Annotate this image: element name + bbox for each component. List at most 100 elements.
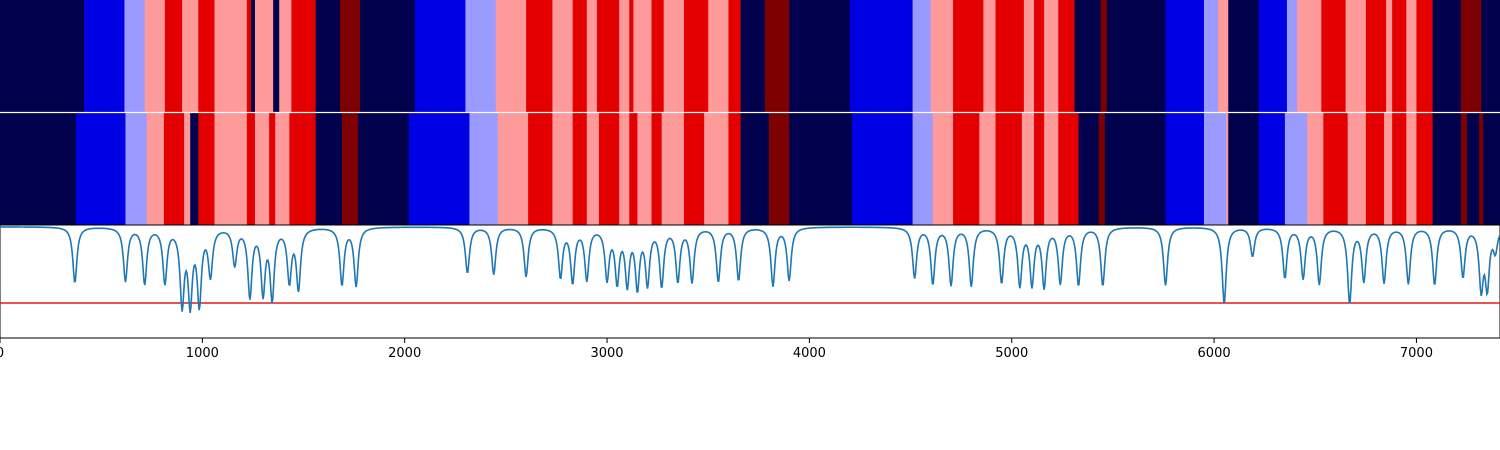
- heatmap-cell: [708, 0, 729, 113]
- heatmap-cell: [1074, 0, 1102, 113]
- heatmap-cell: [683, 112, 705, 225]
- heatmap-cell: [214, 112, 248, 225]
- heatmap-cell: [1432, 0, 1462, 113]
- heatmap-cell: [198, 0, 215, 113]
- heatmap-cell: [1058, 112, 1079, 225]
- heatmap-cell: [1104, 112, 1166, 225]
- heatmap-bottom: [0, 112, 1500, 225]
- heatmap-cell: [1078, 112, 1100, 225]
- heatmap-cell: [629, 112, 638, 225]
- x-axis: 0 1000 2000 3000 4000 5000 6000 7000: [0, 338, 1433, 361]
- heatmap-cell: [184, 112, 191, 225]
- heatmap-cell: [979, 112, 996, 225]
- heatmap-cell: [1460, 112, 1468, 225]
- heatmap-cell: [164, 0, 183, 113]
- heatmap-cell: [661, 112, 685, 225]
- heatmap-cell: [995, 0, 1025, 113]
- heatmap-cell: [995, 112, 1023, 225]
- heatmap-cell: [1406, 112, 1417, 225]
- heatmap-cell: [1307, 112, 1324, 225]
- heatmap-cell: [704, 112, 729, 225]
- heatmap-cell: [572, 112, 588, 225]
- heatmap-cell: [1033, 0, 1045, 113]
- heatmap-cell: [1384, 112, 1393, 225]
- heatmap-cell: [768, 112, 790, 225]
- heatmap-cell: [1297, 0, 1322, 113]
- series-line: [0, 226, 1500, 313]
- heatmap-cell: [1203, 0, 1219, 113]
- heatmap-cell: [315, 112, 343, 225]
- x-tick-label: 7000: [1400, 346, 1433, 361]
- heatmap-cell: [291, 0, 317, 113]
- heatmap-cell: [0, 0, 85, 113]
- heatmap-cell: [740, 112, 770, 225]
- heatmap-cell: [851, 112, 913, 225]
- heatmap-cell: [596, 0, 620, 113]
- heatmap-cell: [637, 112, 652, 225]
- heatmap-cell: [1165, 112, 1205, 225]
- x-tick-label: 6000: [1198, 346, 1231, 361]
- heatmap-cell: [275, 112, 290, 225]
- heatmap-cell: [75, 112, 126, 225]
- heatmap-cell: [497, 112, 529, 225]
- heatmap-cell: [1416, 0, 1434, 113]
- heatmap-cell: [465, 0, 497, 113]
- x-tick-label: 0: [0, 346, 4, 361]
- heatmap-cell: [953, 112, 980, 225]
- heatmap-cell: [190, 112, 199, 225]
- heatmap-cell: [651, 0, 665, 113]
- heatmap-cell: [930, 0, 954, 113]
- heatmap-cell: [1023, 0, 1035, 113]
- heatmap-cell: [1321, 0, 1347, 113]
- heatmap-cell: [469, 112, 499, 225]
- heatmap-cell: [273, 0, 280, 113]
- heatmap-cell: [526, 0, 553, 113]
- heatmap-cell: [1098, 112, 1106, 225]
- heatmap-cell: [1481, 0, 1500, 113]
- heatmap-cell: [269, 112, 276, 225]
- heatmap-cell: [1392, 112, 1407, 225]
- heatmap-cell: [572, 0, 588, 113]
- heatmap-cell: [1365, 112, 1385, 225]
- heatmap-cell: [163, 112, 185, 225]
- heatmap-top: [0, 0, 1500, 113]
- heatmap-cell: [983, 0, 996, 113]
- heatmap-cell: [764, 0, 790, 113]
- heatmap-cell: [246, 0, 252, 113]
- heatmap-cell: [1467, 112, 1480, 225]
- heatmap-cell: [789, 0, 851, 113]
- x-tick-label: 1000: [186, 346, 219, 361]
- heatmap-cell: [1479, 112, 1484, 225]
- heatmap-cell: [1392, 0, 1407, 113]
- line-panel: [0, 224, 1500, 339]
- heatmap-cell: [1416, 112, 1434, 225]
- heatmap-cell: [586, 0, 598, 113]
- heatmap-cell: [495, 0, 527, 113]
- heatmap-cell: [629, 0, 634, 113]
- heatmap-cell: [408, 112, 470, 225]
- heatmap-cell: [279, 0, 292, 113]
- heatmap-cell: [341, 112, 359, 225]
- heatmap-cell: [789, 112, 853, 225]
- heatmap-cell: [912, 0, 932, 113]
- heatmap-cell: [1323, 112, 1349, 225]
- heatmap-cell: [254, 0, 274, 113]
- heatmap-cell: [740, 0, 766, 113]
- heatmap-cell: [358, 112, 410, 225]
- heatmap-cell: [1021, 112, 1035, 225]
- heatmap-cell: [728, 112, 741, 225]
- heatmap-cell: [1106, 0, 1166, 113]
- heatmap-cell: [1406, 0, 1417, 113]
- heatmap-cell: [246, 112, 256, 225]
- heatmap-cell: [1345, 0, 1367, 113]
- heatmap-cell: [619, 0, 630, 113]
- heatmap-cell: [254, 112, 270, 225]
- heatmap-cell: [932, 112, 954, 225]
- heatmap-cell: [1044, 112, 1059, 225]
- heatmap-cell: [849, 0, 913, 113]
- heatmap-cell: [144, 0, 166, 113]
- heatmap-cell: [1286, 0, 1298, 113]
- heatmap-cell: [1165, 0, 1205, 113]
- heatmap-cell: [1203, 112, 1227, 225]
- heatmap-cell: [1347, 112, 1367, 225]
